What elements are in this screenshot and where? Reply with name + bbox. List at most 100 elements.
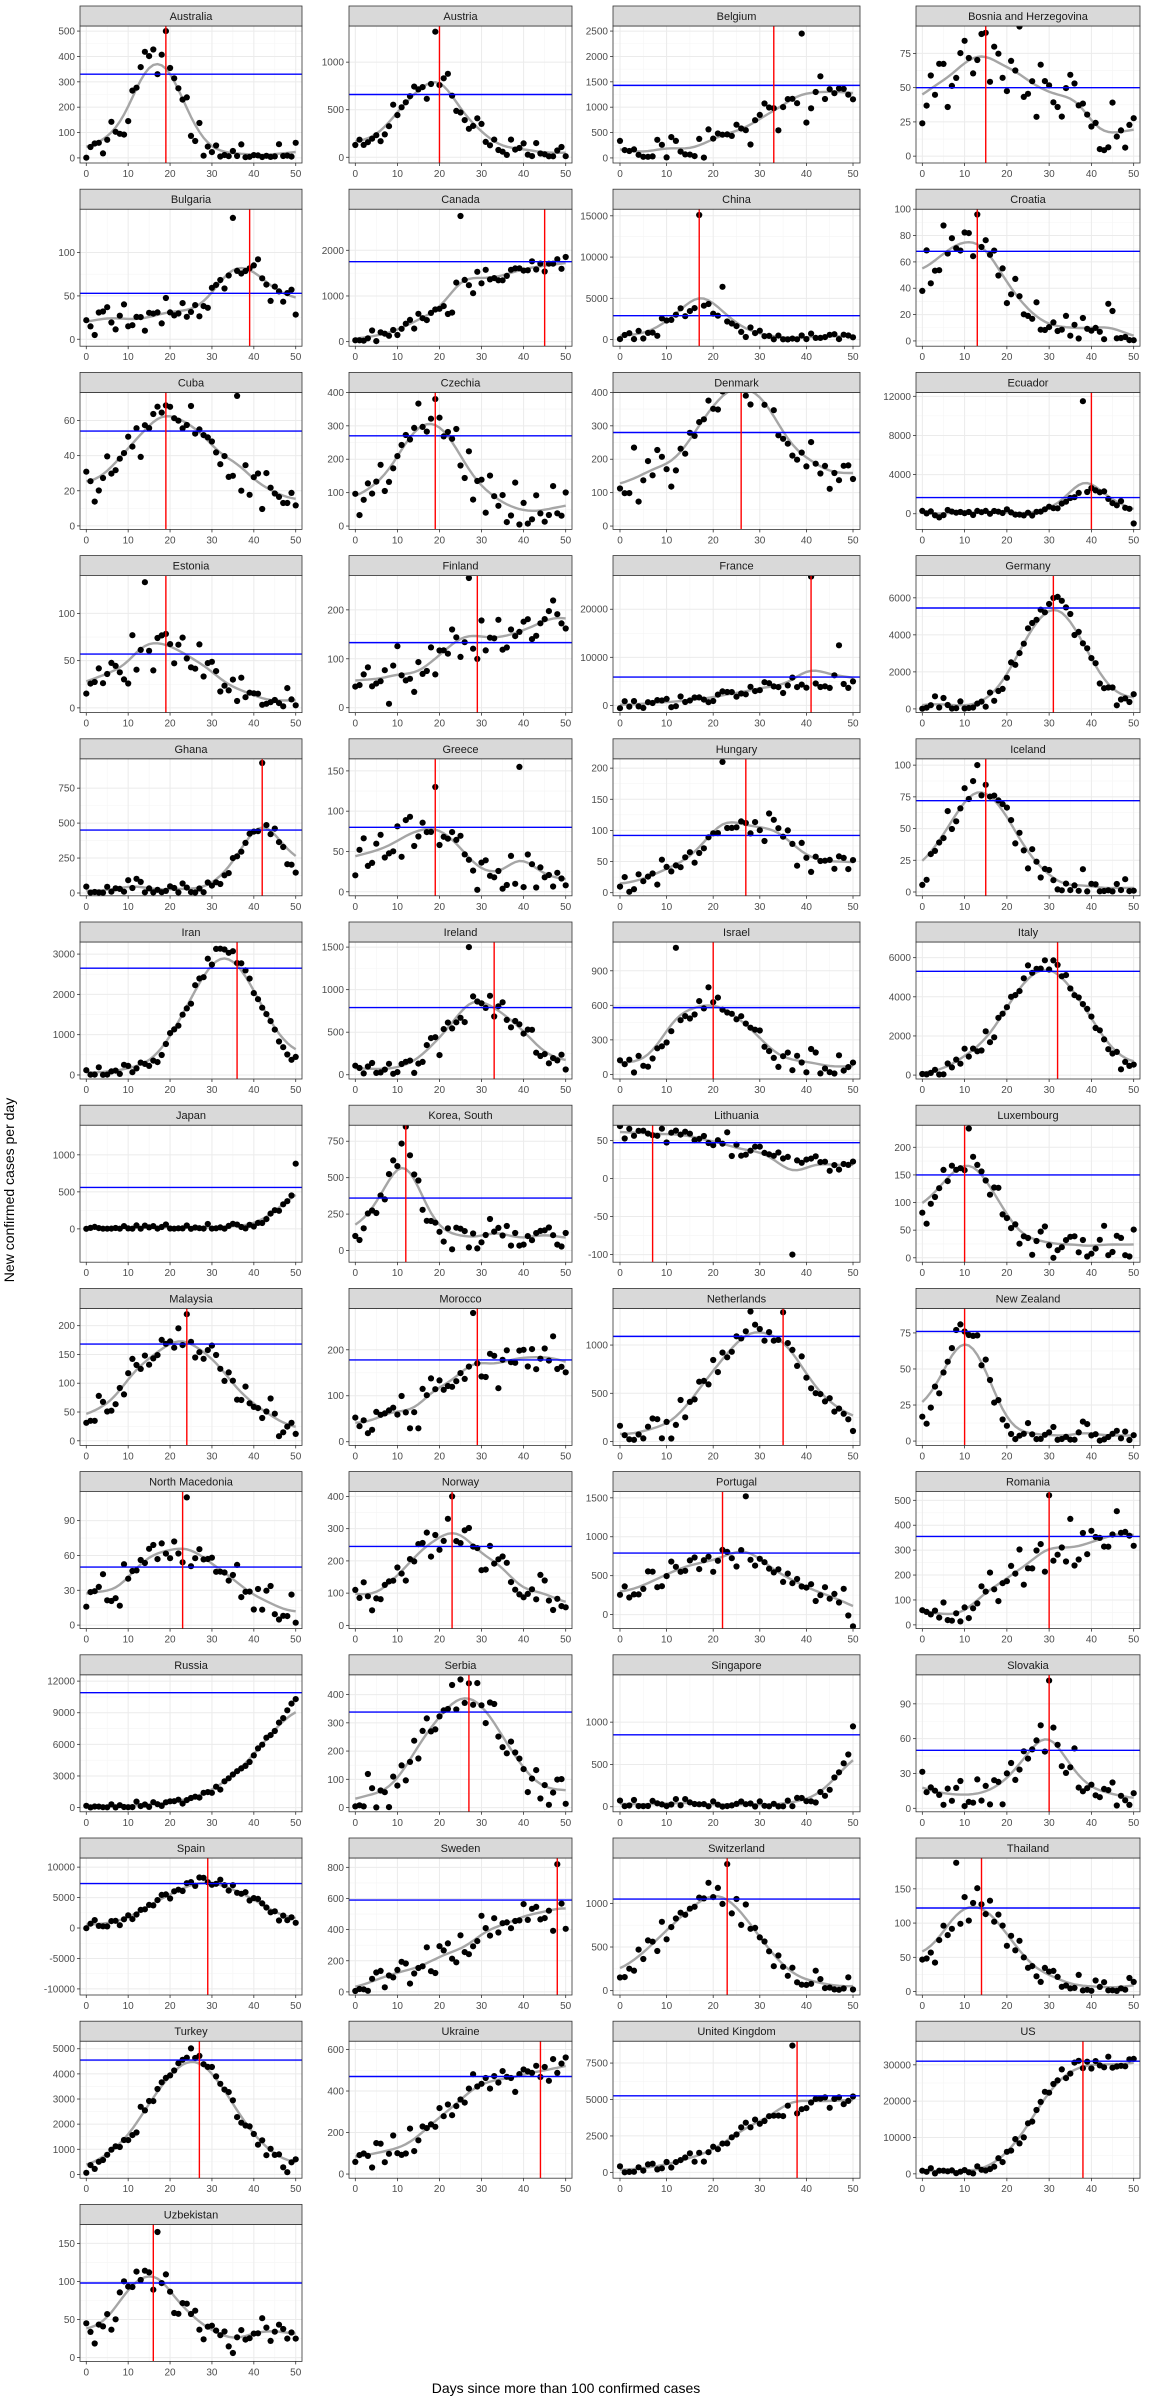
data-point — [658, 1801, 666, 1808]
x-tick-label: 50 — [1128, 2184, 1140, 2195]
data-point — [654, 881, 661, 888]
data-point — [1016, 1937, 1023, 1944]
x-tick-label: 10 — [661, 535, 673, 546]
data-point — [784, 827, 791, 834]
y-tick-label: 500 — [591, 1389, 608, 1400]
x-tick-label: 30 — [206, 352, 218, 363]
data-point — [1101, 2064, 1108, 2071]
data-point — [208, 658, 215, 665]
data-point — [120, 676, 128, 683]
y-tick-label: 0 — [338, 1437, 344, 1448]
data-point — [705, 126, 712, 133]
data-point — [775, 1952, 782, 1959]
facet-strip-label: Estonia — [173, 561, 211, 573]
x-tick-label: 10 — [661, 719, 673, 730]
x-tick-label: 40 — [1086, 1268, 1098, 1279]
x-tick-label: 50 — [560, 1268, 572, 1279]
data-point — [242, 1889, 249, 1896]
data-point — [770, 683, 777, 690]
data-point — [1071, 1436, 1078, 1443]
data-point — [470, 645, 477, 652]
x-tick-label: 40 — [1086, 2184, 1098, 2195]
data-point — [621, 1432, 628, 1439]
panel-marks — [916, 1125, 1140, 1263]
data-point — [541, 518, 548, 525]
x-tick-label: 50 — [560, 1818, 572, 1829]
x-tick-label: 10 — [123, 1085, 135, 1096]
data-point — [978, 1583, 985, 1590]
data-point — [154, 1059, 161, 1066]
x-tick-label: 30 — [754, 352, 766, 363]
x-tick-label: 20 — [434, 719, 446, 730]
data-point — [649, 1938, 656, 1945]
x-tick-label: 40 — [1086, 2001, 1098, 2012]
data-point — [99, 1571, 107, 1578]
data-point — [1020, 1581, 1027, 1588]
data-point — [402, 320, 409, 327]
data-point — [478, 1239, 485, 1246]
x-tick-label: 40 — [1086, 352, 1098, 363]
x-tick-label: 0 — [920, 1451, 926, 1462]
data-point — [381, 854, 388, 861]
data-point — [385, 478, 393, 485]
data-point — [415, 2137, 422, 2144]
data-point — [817, 683, 824, 691]
data-point — [402, 2150, 409, 2157]
data-point — [545, 2077, 553, 2084]
data-point — [150, 2098, 157, 2105]
data-point — [292, 1919, 299, 1926]
data-point — [826, 2104, 833, 2111]
data-point — [524, 851, 531, 858]
data-point — [162, 887, 169, 895]
data-point — [398, 672, 405, 679]
data-point — [288, 1914, 295, 1921]
data-point — [288, 1591, 295, 1598]
data-point — [640, 2167, 647, 2174]
data-point — [196, 885, 203, 892]
panel-marks — [80, 1692, 302, 1811]
x-tick-label: 40 — [248, 2367, 260, 2378]
data-point — [524, 520, 531, 527]
x-tick-label: 30 — [754, 2001, 766, 2012]
data-point — [440, 1386, 447, 1393]
x-tick-label: 40 — [1086, 719, 1098, 730]
y-tick-label: 50 — [64, 291, 76, 302]
data-point — [394, 1966, 401, 1973]
data-point — [444, 70, 451, 77]
data-point — [780, 1963, 787, 1970]
data-point — [686, 697, 694, 704]
x-tick-label: 20 — [1001, 1635, 1013, 1646]
x-tick-label: 40 — [801, 1268, 813, 1279]
facet-strip — [612, 1104, 861, 1126]
smooth-trend-line — [355, 80, 566, 154]
data-point — [927, 1611, 934, 1618]
data-point — [1012, 2136, 1019, 2143]
x-tick-label: 50 — [560, 2001, 572, 2012]
data-point — [175, 889, 182, 896]
data-point — [125, 1912, 132, 1919]
x-tick-label: 50 — [847, 719, 859, 730]
data-point — [808, 1980, 815, 1987]
data-point — [1012, 67, 1019, 74]
data-point — [621, 1061, 628, 1068]
data-point — [1109, 99, 1116, 106]
data-point — [171, 1344, 178, 1351]
data-point — [658, 697, 666, 704]
data-point — [775, 1149, 782, 1156]
data-point — [558, 2060, 565, 2067]
smooth-trend-line — [355, 261, 566, 340]
data-point — [385, 700, 393, 707]
data-point — [644, 1423, 652, 1430]
panel-marks — [349, 2041, 572, 2179]
data-point — [87, 478, 94, 485]
data-point — [696, 2149, 703, 2156]
data-point — [221, 682, 228, 689]
data-point — [1113, 880, 1120, 888]
x-tick-label: 20 — [164, 2001, 176, 2012]
data-point — [1037, 874, 1044, 881]
data-point — [259, 1219, 266, 1227]
panel-marks — [80, 758, 302, 896]
